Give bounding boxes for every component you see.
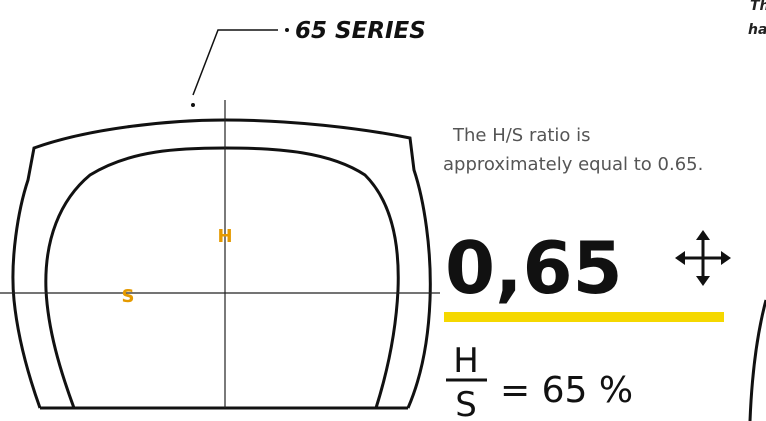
callout-leader <box>192 29 278 96</box>
highlight-bar <box>444 312 724 322</box>
tire-inner <box>44 146 400 409</box>
callout-label: 65 SERIES <box>295 18 426 44</box>
move-icon <box>675 230 731 286</box>
corner-note: Th <box>750 0 766 14</box>
explanation-text: The H/S ratio is <box>452 125 591 146</box>
callout-dot <box>191 103 195 107</box>
ratio-value: 0,65 <box>445 226 623 310</box>
explanation-text: approximately equal to 0.65. <box>443 154 703 175</box>
fraction-denominator: S <box>455 385 477 421</box>
tire-outer <box>11 118 432 409</box>
corner-note: ha <box>748 22 766 38</box>
callout-dot <box>285 28 289 32</box>
height-label: H <box>217 226 232 247</box>
ratio-result: = 65 % <box>500 370 633 411</box>
fraction-numerator: H <box>453 341 479 381</box>
width-label: S <box>122 286 135 307</box>
tire-edge <box>748 299 766 421</box>
